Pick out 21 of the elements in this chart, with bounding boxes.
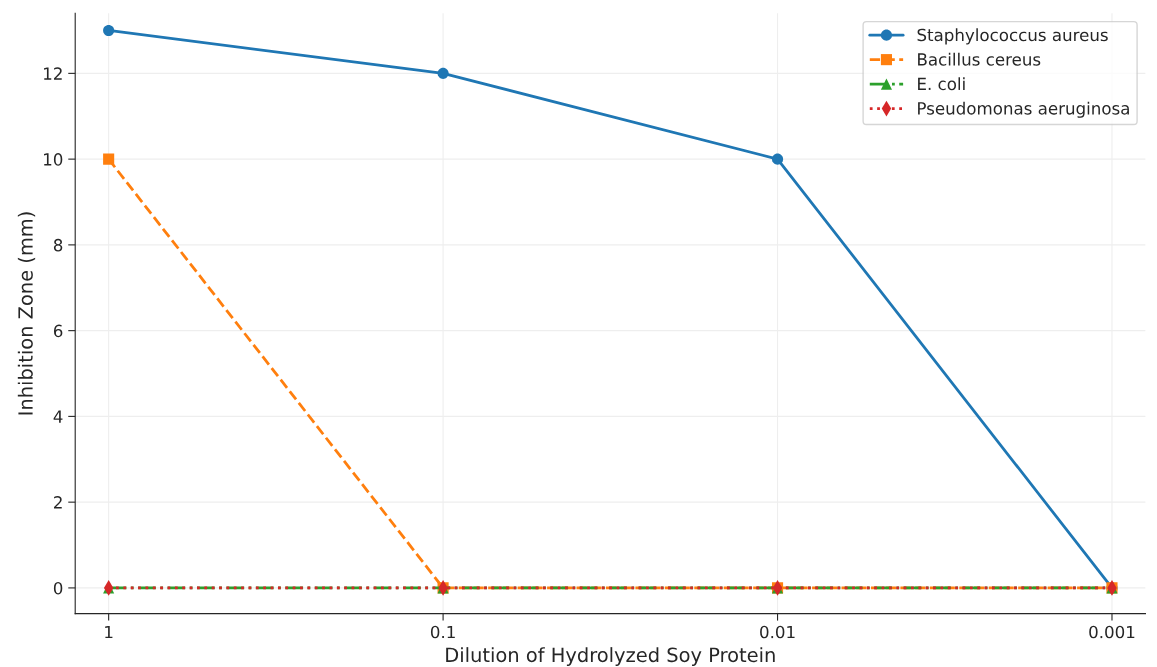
point [103,24,115,37]
point [103,153,115,165]
point [437,67,449,79]
x-tick-label: 1 [105,625,113,639]
x-tick-label: 0.01 [760,625,795,639]
legend-label: Bacillus cereus [918,52,1041,66]
legend-label: Pseudomonas aeruginosa [918,101,1129,118]
y-tick-label: 0 [53,581,63,595]
x-tick-label: 0.1 [430,625,455,639]
y-tick-label: 4 [53,410,63,423]
y-tick-label: 10 [44,153,63,166]
y-tick-label: 6 [53,324,63,338]
x-axis-title: Dilution of Hydrolyzed Soy Protein [446,647,775,666]
y-tick-label: 8 [53,238,63,252]
y-axis-title: Inhibition Zone (mm) [17,212,36,415]
x-tick-label: 0.001 [1089,625,1135,639]
y-tick-label: 12 [44,67,62,80]
y-tick-label: 2 [54,496,62,509]
legend-label: Staphylococcus aureus [917,28,1108,45]
point [771,153,784,165]
legend-label: E. coli [918,77,965,91]
